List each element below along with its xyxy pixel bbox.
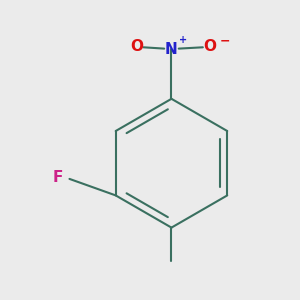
Text: O: O [203,39,216,54]
Text: −: − [220,34,230,47]
Text: F: F [53,170,63,185]
Text: +: + [179,35,187,45]
Text: N: N [165,42,178,57]
Text: O: O [130,39,143,54]
